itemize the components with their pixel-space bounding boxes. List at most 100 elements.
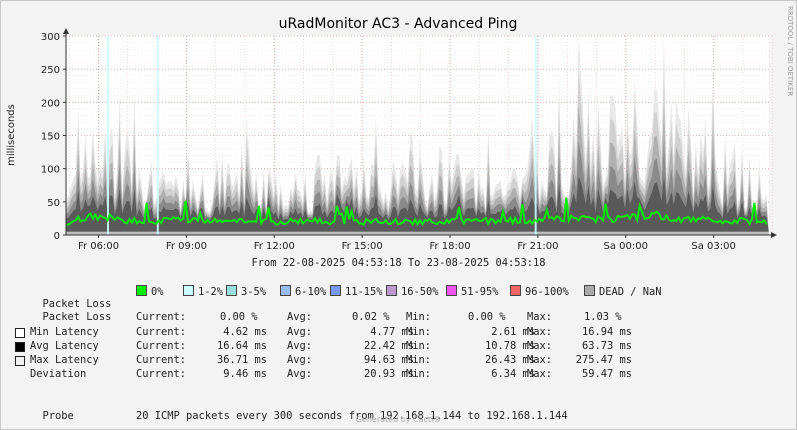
max-latency-min: 26.43 ms xyxy=(484,354,535,366)
legend-swatch xyxy=(386,285,397,296)
max-latency-avg: 94.63 ms xyxy=(363,354,414,366)
y-tick-label: 50 xyxy=(47,198,60,209)
legend-swatch xyxy=(280,285,291,296)
avg-latency-current: 16.64 ms xyxy=(216,340,267,352)
min-latency-current: 4.62 ms xyxy=(223,326,267,338)
avg-latency-swatch xyxy=(15,342,25,352)
packet-loss-max: 1.03 % xyxy=(584,311,622,323)
max-label: Max: xyxy=(527,340,553,352)
latency-chart: uRadMonitor AC3 - Advanced Ping millisec… xyxy=(6,6,794,252)
avg-latency-min: 10.78 ms xyxy=(484,340,535,352)
max-label: Max: xyxy=(527,354,553,366)
packet-loss-legend: Packet Loss 0% 1-2% 3-5% 6-10% 11-15% 16-50% 51… xyxy=(30,285,662,310)
x-tick-label: Fr 12:00 xyxy=(254,241,295,252)
x-tick-label: Sa 03:00 xyxy=(691,241,735,252)
legend-label: 6-10% xyxy=(295,286,327,298)
legend-label: 1-2% xyxy=(198,286,224,298)
x-tick-label: Fr 21:00 xyxy=(517,241,558,252)
series-layer xyxy=(65,36,769,235)
min-label: Min: xyxy=(406,354,432,366)
current-label: Current: xyxy=(136,368,187,380)
min-latency-max: 16.94 ms xyxy=(581,326,632,338)
legend-label: 0% xyxy=(151,286,164,298)
legend-swatch xyxy=(584,285,595,296)
legend-label: DEAD / NaN xyxy=(599,286,662,298)
deviation-min: 6.34 ms xyxy=(491,368,535,380)
min-latency-swatch xyxy=(15,328,25,338)
min-latency-label: Min Latency xyxy=(30,326,99,338)
legend-label: 3-5% xyxy=(241,286,267,298)
max-label: Max: xyxy=(527,368,553,380)
legend-item: 3-5% xyxy=(226,285,266,299)
max-latency-max: 275.47 ms xyxy=(575,354,632,366)
y-tick-label: 100 xyxy=(41,165,60,176)
min-label: Min: xyxy=(406,311,432,323)
legend-label: 11-15% xyxy=(345,286,383,298)
probe-label: Probe xyxy=(42,410,74,422)
legend-swatch xyxy=(330,285,341,296)
x-tick-label: Fr 06:00 xyxy=(78,241,119,252)
y-tick-label: 300 xyxy=(41,32,60,43)
x-tick-label: Fr 18:00 xyxy=(429,241,470,252)
y-axis-arrow xyxy=(63,28,69,34)
min-label: Min: xyxy=(406,340,432,352)
max-label: Max: xyxy=(527,326,553,338)
current-label: Current: xyxy=(136,354,187,366)
probe-text: 20 ICMP packets every 300 seconds from 1… xyxy=(136,410,568,422)
legend-item: 96-100% xyxy=(510,285,569,299)
current-label: Current: xyxy=(136,340,187,352)
x-axis-arrow xyxy=(771,232,777,238)
current-label: Current: xyxy=(136,326,187,338)
legend-item: 11-15% xyxy=(330,285,383,299)
avg-latency-line xyxy=(65,197,768,227)
legend-item: 1-2% xyxy=(183,285,223,299)
axes: 0 50 100 150 200 250 300 Fr 06:00 Fr 09:00 Fr 12:… xyxy=(41,28,777,252)
legend-label: 96-100% xyxy=(525,286,569,298)
x-tick-label: Sa 00:00 xyxy=(604,241,648,252)
legend-item: 16-50% xyxy=(386,285,439,299)
loss-marker xyxy=(534,36,537,235)
avg-latency-avg: 22.42 ms xyxy=(363,340,414,352)
y-tick-label: 200 xyxy=(41,98,60,109)
time-range: From 22-08-2025 04:53:18 To 23-08-2025 0… xyxy=(251,257,546,269)
packet-loss-stats: Packet Loss Current: 0.00 % Avg: 0.02 % Min: 0… xyxy=(30,298,622,324)
avg-latency-max: 63.73 ms xyxy=(581,340,632,352)
min-label: Min: xyxy=(406,326,432,338)
chart-title: uRadMonitor AC3 - Advanced Ping xyxy=(279,16,518,32)
min-latency-min: 2.61 ms xyxy=(491,326,535,338)
loss-marker xyxy=(156,36,159,235)
legend-item: 6-10% xyxy=(280,285,326,299)
max-latency-label: Max Latency xyxy=(30,354,99,366)
generated-by: Generated by Cacti® xyxy=(355,415,442,424)
y-tick-label: 150 xyxy=(41,132,60,143)
packet-loss-legend-label: Packet Loss xyxy=(42,298,112,310)
legend-label: 16-50% xyxy=(401,286,439,298)
avg-label: Avg: xyxy=(287,354,313,366)
loss-marker xyxy=(107,36,110,235)
avg-label: Avg: xyxy=(287,368,313,380)
y-tick-label: 250 xyxy=(41,65,60,76)
x-tick-label: Fr 15:00 xyxy=(342,241,383,252)
current-label: Current: xyxy=(136,311,187,323)
packet-loss-min: 0.00 % xyxy=(468,311,506,323)
deviation-max: 59.47 ms xyxy=(581,368,632,380)
rrdtool-credit: RRDTOOL / TOBI OETIKER xyxy=(786,6,794,96)
packet-loss-label: Packet Loss xyxy=(42,311,112,323)
legend-swatch xyxy=(446,285,457,296)
avg-label: Avg: xyxy=(287,311,313,323)
min-latency-avg: 4.77 ms xyxy=(370,326,414,338)
avg-label: Avg: xyxy=(287,326,313,338)
packet-loss-avg: 0.02 % xyxy=(352,311,390,323)
probe-row: Probe 20 ICMP packets every 300 seconds f… xyxy=(30,397,568,423)
legend-swatch xyxy=(183,285,194,296)
max-latency-current: 36.71 ms xyxy=(216,354,267,366)
y-tick-label: 0 xyxy=(54,231,60,242)
legend-item: 0% xyxy=(136,285,164,299)
legend-swatch xyxy=(136,285,147,296)
legend-item: 51-95% xyxy=(446,285,499,299)
packet-loss-current: 0.00 % xyxy=(220,311,258,323)
deviation-current: 9.46 ms xyxy=(223,368,267,380)
y-axis-label: milliseconds xyxy=(6,104,17,166)
avg-latency-label: Avg Latency xyxy=(30,340,99,352)
legend-swatch xyxy=(226,285,237,296)
